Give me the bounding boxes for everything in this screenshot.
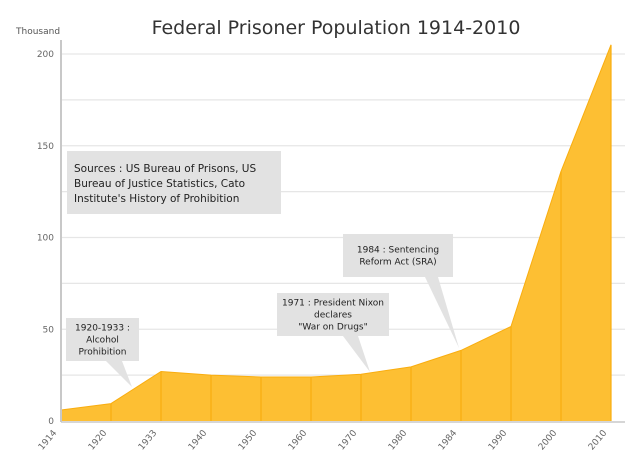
x-tick-label: 1990	[487, 428, 510, 452]
axes	[60, 40, 625, 423]
annotation-text-line: "War on Drugs"	[298, 323, 368, 333]
annotation-nixon: 1971 : President Nixon declares "War on Dr…	[277, 293, 389, 372]
annotation-sra: 1984 : Sentencing Reform Act (SRA)	[343, 234, 459, 348]
annotation-text-line: Bureau of Justice Statistics, Cato	[74, 178, 245, 190]
x-tick-label: 1960	[287, 428, 310, 452]
callout-box	[67, 151, 281, 214]
callout-pointer	[425, 277, 459, 348]
annotation-text-line: 1984 : Sentencing	[357, 246, 439, 256]
area-fill	[61, 44, 611, 422]
x-tick-label: 1984	[437, 428, 460, 452]
x-tick-label: 1920	[87, 428, 110, 452]
y-axis-unit-label: Thousand	[15, 27, 60, 37]
annotation-text-line: 1920-1933 :	[75, 324, 130, 334]
x-tick-label: 1933	[137, 429, 159, 453]
callout-box	[277, 293, 389, 336]
callout-pointer	[106, 361, 132, 387]
y-tick-label: 50	[43, 325, 55, 335]
annotations: Sources : US Bureau of Prisons, US Bureau…	[66, 151, 459, 387]
x-tick-label: 1980	[387, 428, 410, 452]
area-series	[60, 44, 612, 422]
y-tick-label: 200	[37, 50, 54, 60]
annotation-text-line: declares	[314, 311, 352, 321]
y-tick-label: 100	[37, 234, 54, 244]
x-tick-label: 1914	[37, 428, 60, 452]
annotation-text-line: Institute's History of Prohibition	[74, 193, 239, 205]
x-tick-label: 1970	[337, 428, 360, 452]
x-tick-label: 1940	[187, 428, 210, 452]
callout-box	[66, 318, 139, 361]
annotation-text-line: 1971 : President Nixon	[282, 299, 384, 309]
annotation-sources: Sources : US Bureau of Prisons, US Bureau…	[67, 151, 281, 214]
chart-title: Federal Prisoner Population 1914-2010	[152, 17, 521, 39]
y-tick-label: 150	[37, 142, 54, 152]
x-tick-label: 2010	[587, 428, 610, 452]
x-axis-ticks: 1914 1920 1933 1940 1950 1960 1970 1980 1984 1990…	[37, 428, 610, 452]
annotation-prohibition: 1920-1933 : Alcohol Prohibition	[66, 318, 139, 387]
x-tick-label: 1950	[237, 428, 260, 452]
callout-box	[343, 234, 453, 277]
y-axis-ticks: 0 50 100 150 200	[37, 50, 54, 427]
y-tick-label: 0	[48, 417, 54, 427]
annotation-text-line: Prohibition	[79, 348, 127, 358]
annotation-text-line: Sources : US Bureau of Prisons, US	[74, 163, 256, 175]
area-line	[60, 44, 612, 411]
annotation-text-line: Reform Act (SRA)	[359, 258, 436, 268]
x-tick-label: 2000	[537, 428, 560, 452]
callout-pointer	[343, 336, 370, 372]
annotation-text-line: Alcohol	[86, 336, 119, 346]
